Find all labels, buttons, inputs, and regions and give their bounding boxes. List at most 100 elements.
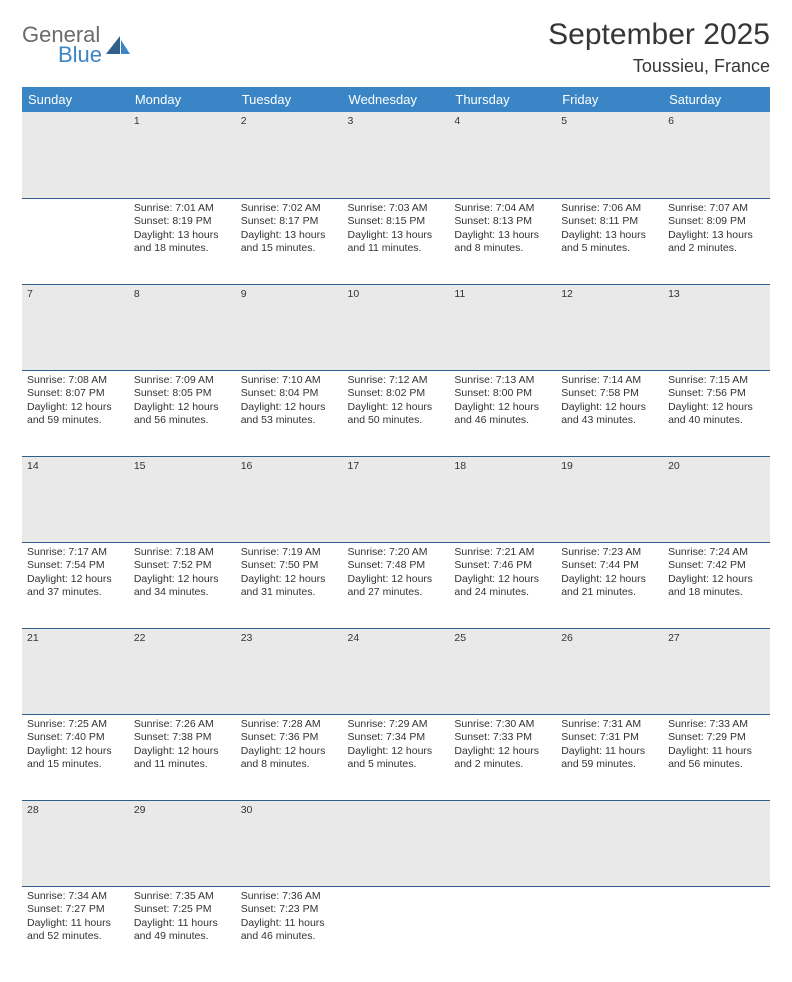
sunrise-text: Sunrise: 7:18 AM [134, 546, 231, 560]
day-cell: Sunrise: 7:04 AMSunset: 8:13 PMDaylight:… [449, 198, 556, 284]
calendar-head: Sunday Monday Tuesday Wednesday Thursday… [22, 87, 770, 112]
day-cell: Sunrise: 7:26 AMSunset: 7:38 PMDaylight:… [129, 714, 236, 800]
day-number: 21 [22, 628, 129, 714]
sunset-text: Sunset: 7:31 PM [561, 731, 658, 745]
day-cell: Sunrise: 7:03 AMSunset: 8:15 PMDaylight:… [343, 198, 450, 284]
sunset-text: Sunset: 8:02 PM [348, 387, 445, 401]
sunset-text: Sunset: 7:50 PM [241, 559, 338, 573]
daylight-text: and 37 minutes. [27, 586, 124, 600]
day-cell: Sunrise: 7:36 AMSunset: 7:23 PMDaylight:… [236, 886, 343, 972]
day-number: 12 [556, 284, 663, 370]
daylight-text: Daylight: 12 hours [561, 401, 658, 415]
day-number: 10 [343, 284, 450, 370]
calendar-table: Sunday Monday Tuesday Wednesday Thursday… [22, 87, 770, 972]
day-number: 8 [129, 284, 236, 370]
weekday-header: Monday [129, 87, 236, 112]
daylight-text: Daylight: 12 hours [241, 745, 338, 759]
daylight-text: Daylight: 11 hours [134, 917, 231, 931]
day-cell [449, 886, 556, 972]
sunrise-text: Sunrise: 7:09 AM [134, 374, 231, 388]
daylight-text: and 5 minutes. [348, 758, 445, 772]
sunset-text: Sunset: 8:05 PM [134, 387, 231, 401]
daylight-text: and 15 minutes. [241, 242, 338, 256]
day-number: 29 [129, 800, 236, 886]
daylight-text: and 46 minutes. [241, 930, 338, 944]
sunrise-text: Sunrise: 7:10 AM [241, 374, 338, 388]
daylight-text: Daylight: 12 hours [134, 573, 231, 587]
logo-text: General Blue [22, 24, 102, 66]
day-cell [663, 886, 770, 972]
sunrise-text: Sunrise: 7:06 AM [561, 202, 658, 216]
daylight-text: and 49 minutes. [134, 930, 231, 944]
day-number: 4 [449, 112, 556, 198]
sunrise-text: Sunrise: 7:14 AM [561, 374, 658, 388]
location: Toussieu, France [548, 56, 770, 77]
sunrise-text: Sunrise: 7:21 AM [454, 546, 551, 560]
sunset-text: Sunset: 7:33 PM [454, 731, 551, 745]
day-number [449, 800, 556, 886]
day-cell: Sunrise: 7:19 AMSunset: 7:50 PMDaylight:… [236, 542, 343, 628]
daylight-text: and 11 minutes. [348, 242, 445, 256]
daylight-text: Daylight: 12 hours [27, 401, 124, 415]
daylight-text: Daylight: 12 hours [134, 401, 231, 415]
day-cell [22, 198, 129, 284]
day-number: 15 [129, 456, 236, 542]
daylight-text: Daylight: 13 hours [454, 229, 551, 243]
sunset-text: Sunset: 7:54 PM [27, 559, 124, 573]
daylight-text: Daylight: 13 hours [134, 229, 231, 243]
day-cell: Sunrise: 7:35 AMSunset: 7:25 PMDaylight:… [129, 886, 236, 972]
sunset-text: Sunset: 7:58 PM [561, 387, 658, 401]
sunset-text: Sunset: 8:17 PM [241, 215, 338, 229]
day-number: 5 [556, 112, 663, 198]
sunrise-text: Sunrise: 7:26 AM [134, 718, 231, 732]
day-cell: Sunrise: 7:21 AMSunset: 7:46 PMDaylight:… [449, 542, 556, 628]
daylight-text: and 24 minutes. [454, 586, 551, 600]
day-number: 1 [129, 112, 236, 198]
sunset-text: Sunset: 8:11 PM [561, 215, 658, 229]
daylight-text: and 18 minutes. [134, 242, 231, 256]
day-cell [556, 886, 663, 972]
day-number: 14 [22, 456, 129, 542]
day-number [343, 800, 450, 886]
day-number [22, 112, 129, 198]
sunset-text: Sunset: 7:29 PM [668, 731, 765, 745]
sunrise-text: Sunrise: 7:25 AM [27, 718, 124, 732]
sunrise-text: Sunrise: 7:04 AM [454, 202, 551, 216]
day-number-row: 78910111213 [22, 284, 770, 370]
day-cell: Sunrise: 7:24 AMSunset: 7:42 PMDaylight:… [663, 542, 770, 628]
day-number: 6 [663, 112, 770, 198]
day-number: 2 [236, 112, 343, 198]
title-block: September 2025 Toussieu, France [548, 18, 770, 77]
day-number: 9 [236, 284, 343, 370]
day-number: 19 [556, 456, 663, 542]
sunrise-text: Sunrise: 7:01 AM [134, 202, 231, 216]
sunrise-text: Sunrise: 7:31 AM [561, 718, 658, 732]
day-number-row: 282930 [22, 800, 770, 886]
day-number: 18 [449, 456, 556, 542]
daylight-text: Daylight: 13 hours [668, 229, 765, 243]
daylight-text: and 52 minutes. [27, 930, 124, 944]
day-cell: Sunrise: 7:09 AMSunset: 8:05 PMDaylight:… [129, 370, 236, 456]
day-cell: Sunrise: 7:07 AMSunset: 8:09 PMDaylight:… [663, 198, 770, 284]
sunrise-text: Sunrise: 7:29 AM [348, 718, 445, 732]
daylight-text: and 43 minutes. [561, 414, 658, 428]
weekday-header: Saturday [663, 87, 770, 112]
sunrise-text: Sunrise: 7:17 AM [27, 546, 124, 560]
daylight-text: and 2 minutes. [454, 758, 551, 772]
weekday-header: Friday [556, 87, 663, 112]
sunrise-text: Sunrise: 7:15 AM [668, 374, 765, 388]
daylight-text: and 8 minutes. [454, 242, 551, 256]
day-cell: Sunrise: 7:23 AMSunset: 7:44 PMDaylight:… [556, 542, 663, 628]
day-number: 27 [663, 628, 770, 714]
sunset-text: Sunset: 7:27 PM [27, 903, 124, 917]
sunrise-text: Sunrise: 7:13 AM [454, 374, 551, 388]
sunset-text: Sunset: 7:38 PM [134, 731, 231, 745]
sunrise-text: Sunrise: 7:03 AM [348, 202, 445, 216]
daylight-text: Daylight: 12 hours [27, 745, 124, 759]
day-cell: Sunrise: 7:25 AMSunset: 7:40 PMDaylight:… [22, 714, 129, 800]
daylight-text: and 59 minutes. [27, 414, 124, 428]
day-number-row: 21222324252627 [22, 628, 770, 714]
daylight-text: Daylight: 11 hours [561, 745, 658, 759]
day-number: 23 [236, 628, 343, 714]
sunrise-text: Sunrise: 7:20 AM [348, 546, 445, 560]
